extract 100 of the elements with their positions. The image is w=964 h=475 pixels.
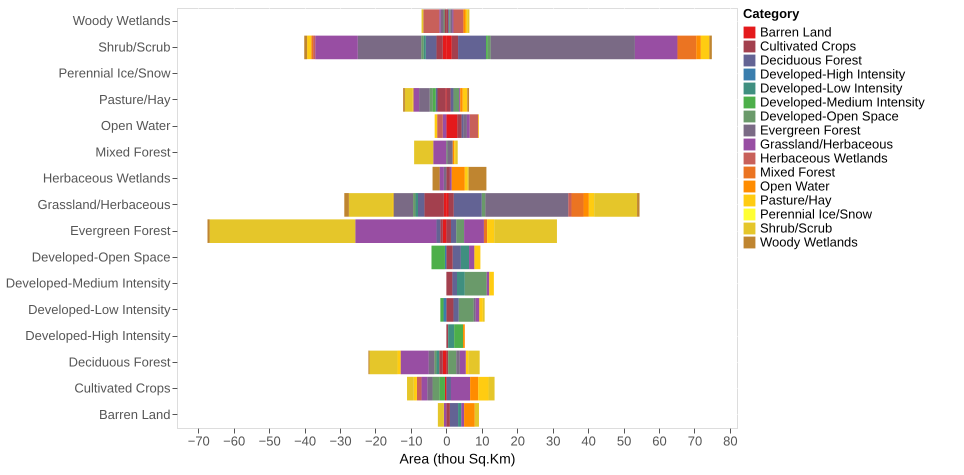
bar — [436, 36, 443, 60]
bar — [452, 246, 461, 270]
bar — [418, 193, 424, 217]
bar — [470, 376, 478, 400]
legend-label: Pasture/Hay — [760, 192, 832, 208]
bar — [700, 36, 710, 60]
bar — [400, 350, 429, 374]
x-tick-label: 60 — [652, 434, 667, 448]
y-tick-label: Open Water — [100, 118, 172, 134]
x-tick-label: 10 — [475, 434, 490, 448]
bar — [476, 298, 480, 322]
x-tick-label: −40 — [294, 434, 316, 448]
bar — [444, 193, 446, 217]
x-tick-label: −20 — [364, 434, 388, 448]
bar — [358, 36, 422, 60]
bar — [430, 88, 433, 112]
bar — [427, 376, 433, 400]
bar — [469, 246, 474, 270]
bar — [442, 114, 446, 138]
bar — [404, 88, 413, 112]
x-axis-title: Area (thou Sq.Km) — [400, 450, 516, 466]
legend-label: Evergreen Forest — [760, 122, 861, 138]
bar — [447, 140, 453, 164]
bar — [344, 193, 349, 217]
bar — [440, 166, 444, 190]
bar — [454, 193, 482, 217]
bar — [450, 403, 458, 427]
bar — [446, 298, 454, 322]
bar — [452, 166, 465, 190]
bar — [584, 193, 589, 217]
y-tick-label: Shrub/Scrub — [98, 39, 170, 54]
bar — [414, 140, 434, 164]
bar — [448, 350, 456, 374]
bar — [568, 193, 572, 217]
bar — [470, 114, 478, 138]
bar — [440, 298, 444, 322]
bar — [436, 219, 440, 243]
bar — [421, 36, 424, 60]
bar — [446, 403, 450, 427]
bar — [424, 193, 444, 217]
y-tick-label: Developed-Medium Intensity — [6, 276, 171, 291]
bar — [453, 298, 459, 322]
bar — [444, 166, 446, 190]
bar — [489, 272, 494, 296]
bar — [474, 246, 480, 270]
legend-label: Herbaceous Wetlands — [760, 150, 888, 166]
legend-label: Grassland/Herbaceous — [760, 136, 894, 152]
bar — [419, 88, 430, 112]
legend-label: Perennial Ice/Snow — [760, 206, 873, 222]
bar — [571, 193, 584, 217]
bar — [588, 193, 594, 217]
legend-label: Developed-Low Intensity — [760, 80, 903, 96]
y-tick-label: Perennial Ice/Snow — [58, 66, 172, 81]
bar — [444, 298, 446, 322]
y-tick-label: Pasture/Hay — [98, 92, 171, 107]
bar — [453, 9, 464, 33]
x-tick-label: 50 — [616, 434, 632, 448]
bar — [450, 219, 456, 243]
bar — [486, 272, 490, 296]
legend-label: Shrub/Scrub — [760, 220, 832, 236]
bar — [437, 114, 443, 138]
bar — [458, 298, 474, 322]
legend-label: Developed-High Intensity — [760, 66, 906, 82]
bar — [466, 114, 470, 138]
bar — [432, 376, 440, 400]
y-tick-label: Grassland/Herbaceous — [38, 196, 171, 212]
bar — [460, 88, 463, 112]
bar — [207, 219, 210, 243]
bar — [594, 193, 638, 217]
legend-label: Developed-Medium Intensity — [760, 94, 926, 110]
bar — [416, 376, 422, 400]
bar — [446, 166, 450, 190]
bar — [466, 350, 468, 374]
y-tick-label: Developed-Open Space — [32, 249, 170, 264]
legend-label: Woody Wetlands — [760, 234, 858, 250]
bar — [456, 350, 460, 374]
bar — [464, 219, 484, 243]
bar — [426, 36, 436, 60]
bar — [458, 403, 462, 427]
x-tick-label: −60 — [223, 434, 246, 448]
bar — [494, 219, 557, 243]
bar — [431, 246, 445, 270]
y-tick-label: Herbaceous Wetlands — [42, 170, 171, 186]
legend-label: Barren Land — [760, 24, 832, 40]
y-tick-label: Woody Wetlands — [72, 13, 171, 28]
y-tick-label: Evergreen Forest — [70, 223, 171, 238]
bar — [463, 114, 467, 138]
bar — [478, 376, 489, 400]
bar — [468, 350, 480, 374]
bar — [634, 36, 678, 60]
bar — [460, 246, 470, 270]
bar — [485, 193, 568, 217]
bar — [448, 324, 454, 348]
bar — [450, 376, 470, 400]
bar — [444, 403, 446, 427]
bar — [413, 193, 416, 217]
bar — [446, 272, 452, 296]
y-tick-label: Deciduous Forest — [68, 354, 171, 370]
bar — [446, 246, 453, 270]
x-tick-label: 20 — [510, 434, 525, 448]
